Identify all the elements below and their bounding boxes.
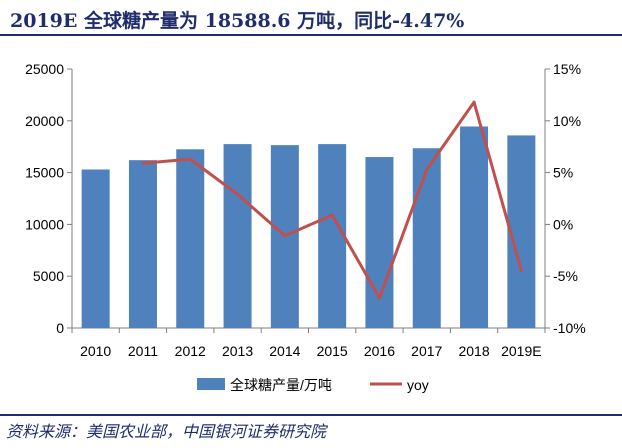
legend-bar-swatch xyxy=(197,378,225,390)
bar xyxy=(412,148,441,328)
bar xyxy=(128,160,157,328)
x-tick-label: 2017 xyxy=(411,343,442,359)
x-tick-label: 2012 xyxy=(175,343,206,359)
right-tick-label: -10% xyxy=(553,320,586,336)
bar xyxy=(365,157,394,328)
yoy-point xyxy=(519,269,523,273)
x-tick-label: 2019E xyxy=(501,343,541,359)
x-tick-label: 2014 xyxy=(269,343,300,359)
x-tick-label: 2018 xyxy=(458,343,489,359)
right-tick-label: 5% xyxy=(553,165,573,181)
legend-line-label: yoy xyxy=(407,377,429,393)
chart-title: 2019E 全球糖产量为 18588.6 万吨，同比-4.47% xyxy=(10,10,465,32)
x-tick-label: 2015 xyxy=(317,343,348,359)
bar xyxy=(460,126,489,328)
x-tick-label: 2013 xyxy=(222,343,253,359)
yoy-point xyxy=(283,234,287,238)
right-tick-label: -5% xyxy=(553,268,578,284)
right-tick-label: 15% xyxy=(553,61,581,77)
x-tick-label: 2010 xyxy=(80,343,111,359)
right-tick-label: 0% xyxy=(553,216,573,232)
left-tick-label: 25000 xyxy=(25,61,64,77)
bar xyxy=(176,149,205,328)
yoy-point xyxy=(472,100,476,104)
bar xyxy=(507,135,536,328)
legend-bar-label: 全球糖产量/万吨 xyxy=(230,377,332,393)
yoy-point xyxy=(377,296,381,300)
yoy-point xyxy=(236,192,240,196)
title-rule xyxy=(0,34,622,36)
source-rule xyxy=(0,414,622,416)
left-tick-label: 10000 xyxy=(25,216,64,232)
yoy-point xyxy=(330,213,334,217)
yoy-point xyxy=(141,161,145,165)
left-tick-label: 20000 xyxy=(25,113,64,129)
bar xyxy=(81,169,110,328)
x-tick-label: 2011 xyxy=(128,343,158,359)
yoy-point xyxy=(425,167,429,171)
left-tick-label: 0 xyxy=(56,320,64,336)
left-tick-label: 15000 xyxy=(25,165,64,181)
yoy-point xyxy=(188,157,192,161)
x-tick-label: 2016 xyxy=(364,343,395,359)
bar xyxy=(318,144,347,328)
left-tick-label: 5000 xyxy=(33,268,64,284)
source-note: 资料来源：美国农业部，中国银河证券研究院 xyxy=(6,422,327,441)
right-tick-label: 10% xyxy=(553,113,581,129)
bar xyxy=(223,144,252,328)
